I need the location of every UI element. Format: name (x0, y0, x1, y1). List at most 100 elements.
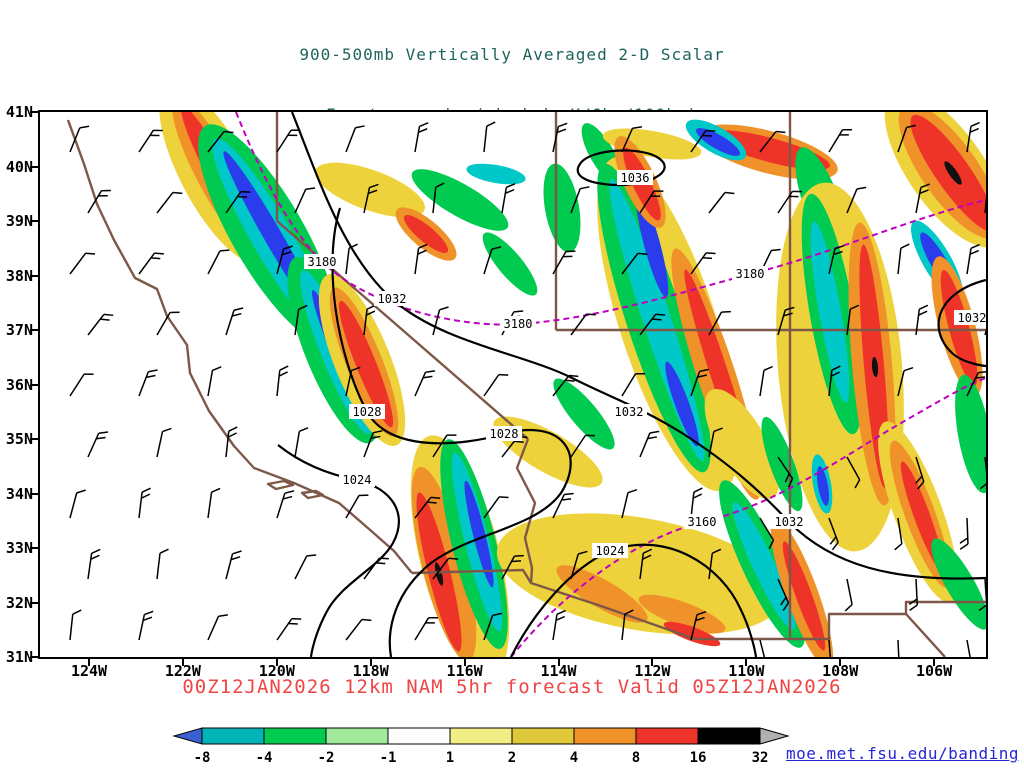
svg-text:1032: 1032 (378, 292, 407, 306)
y-axis-tick (30, 547, 38, 549)
wind-barb (639, 430, 660, 458)
colorbar-cell (449, 727, 513, 745)
contour-label: 1032 (374, 291, 410, 306)
frontogenesis-shade-green (543, 163, 581, 253)
frontogenesis-shade-cyan (732, 502, 796, 630)
svg-text:1036: 1036 (621, 171, 650, 185)
wind-barb (483, 246, 502, 275)
wind-barb (501, 554, 524, 580)
wind-barb (345, 494, 369, 519)
contour-label: 1032 (771, 514, 807, 529)
wind-barb (552, 492, 574, 519)
colorbar-cell (387, 727, 451, 745)
wind-barb (690, 487, 703, 519)
wind-barb (138, 129, 163, 153)
wind-barb (432, 434, 457, 458)
wind-barb (501, 183, 516, 214)
wind-barb (759, 639, 768, 657)
wind-barb (276, 245, 293, 275)
wind-barb (483, 121, 496, 153)
wind-barb (156, 427, 172, 458)
svg-text:3160: 3160 (688, 515, 717, 529)
wind-barb (363, 557, 389, 580)
wind-barb (225, 426, 238, 458)
wind-barb (432, 182, 445, 214)
wind-barb (570, 434, 595, 458)
wind-barb (690, 610, 707, 641)
frontogenesis-shade-blue (665, 361, 699, 447)
wind-barb (483, 496, 509, 519)
colorbar-cell (325, 727, 389, 745)
x-axis-tick (933, 659, 936, 666)
frontogenesis-shade-green (482, 232, 538, 296)
x-axis-tick (651, 659, 654, 666)
contour-label: 1036 (617, 170, 653, 185)
wind-barb (345, 618, 372, 641)
wind-barb (846, 186, 867, 214)
y-axis-label: 36N (5, 375, 33, 394)
wind-barb (915, 456, 925, 490)
wind-barb (363, 430, 383, 458)
x-axis-tick (839, 659, 842, 666)
wind-barb (138, 369, 158, 397)
wind-barb (639, 548, 653, 580)
wind-barb (483, 612, 502, 641)
y-axis-tick (30, 492, 38, 495)
website-link[interactable]: moe.met.fsu.edu/banding (786, 744, 1020, 763)
wind-barb (621, 126, 642, 153)
wind-barb (690, 252, 716, 275)
colorbar-above-arrow (759, 727, 790, 745)
state-border (905, 613, 946, 657)
y-axis-label: 34N (5, 484, 33, 503)
wind-barb (207, 366, 222, 397)
wind-barb (777, 578, 790, 612)
y-axis-label: 33N (5, 539, 33, 557)
wind-barb (570, 550, 588, 580)
colorbar-below-arrow (172, 727, 203, 745)
colorbar-tick-label: 16 (690, 750, 707, 766)
colorbar-cell (263, 727, 327, 745)
frontogenesis-shade-blue (816, 466, 830, 506)
wind-barb (552, 609, 566, 641)
colorbar-tick-label: -4 (256, 750, 273, 766)
wind-barb (777, 306, 795, 336)
wind-barb (207, 130, 234, 153)
x-axis-tick (275, 659, 278, 666)
wind-barb (777, 456, 794, 488)
svg-text:1032: 1032 (615, 405, 644, 419)
wind-barb (846, 456, 861, 489)
wind-barb (897, 124, 916, 153)
frontogenesis-shade-black (871, 357, 879, 377)
wind-barb (414, 122, 429, 153)
mslp-contour (510, 543, 758, 657)
wind-barb (69, 125, 90, 153)
wind-barb (225, 550, 242, 580)
colorbar-tick-label: -8 (194, 750, 211, 766)
contour-label: 1028 (486, 426, 522, 441)
contour-label: 3180 (304, 254, 340, 269)
wind-barb (414, 243, 428, 275)
wind-barb (978, 578, 986, 612)
colorbar-cell (201, 727, 265, 745)
wind-barb (894, 517, 903, 551)
wind-barb (777, 190, 802, 214)
wind-barb (908, 578, 919, 611)
wind-barb (414, 370, 435, 397)
frontogenesis-shade-green (955, 374, 986, 494)
wind-barb (690, 368, 709, 397)
mslp-contour (277, 444, 400, 657)
wind-barb (621, 488, 638, 519)
state-border (266, 479, 295, 491)
x-axis-tick (463, 659, 466, 666)
frontogenesis-shade-black (944, 161, 962, 185)
colorbar-tick-label: 4 (570, 750, 578, 766)
colorbar-cell (635, 727, 699, 745)
wind-barb (828, 128, 852, 153)
wind-barb (846, 304, 860, 336)
svg-text:3180: 3180 (736, 267, 765, 281)
wind-barb (621, 372, 645, 397)
wind-barb (690, 129, 716, 153)
wind-barb (69, 609, 82, 641)
svg-text:1032: 1032 (958, 311, 986, 325)
contour-label: 3180 (500, 316, 536, 331)
